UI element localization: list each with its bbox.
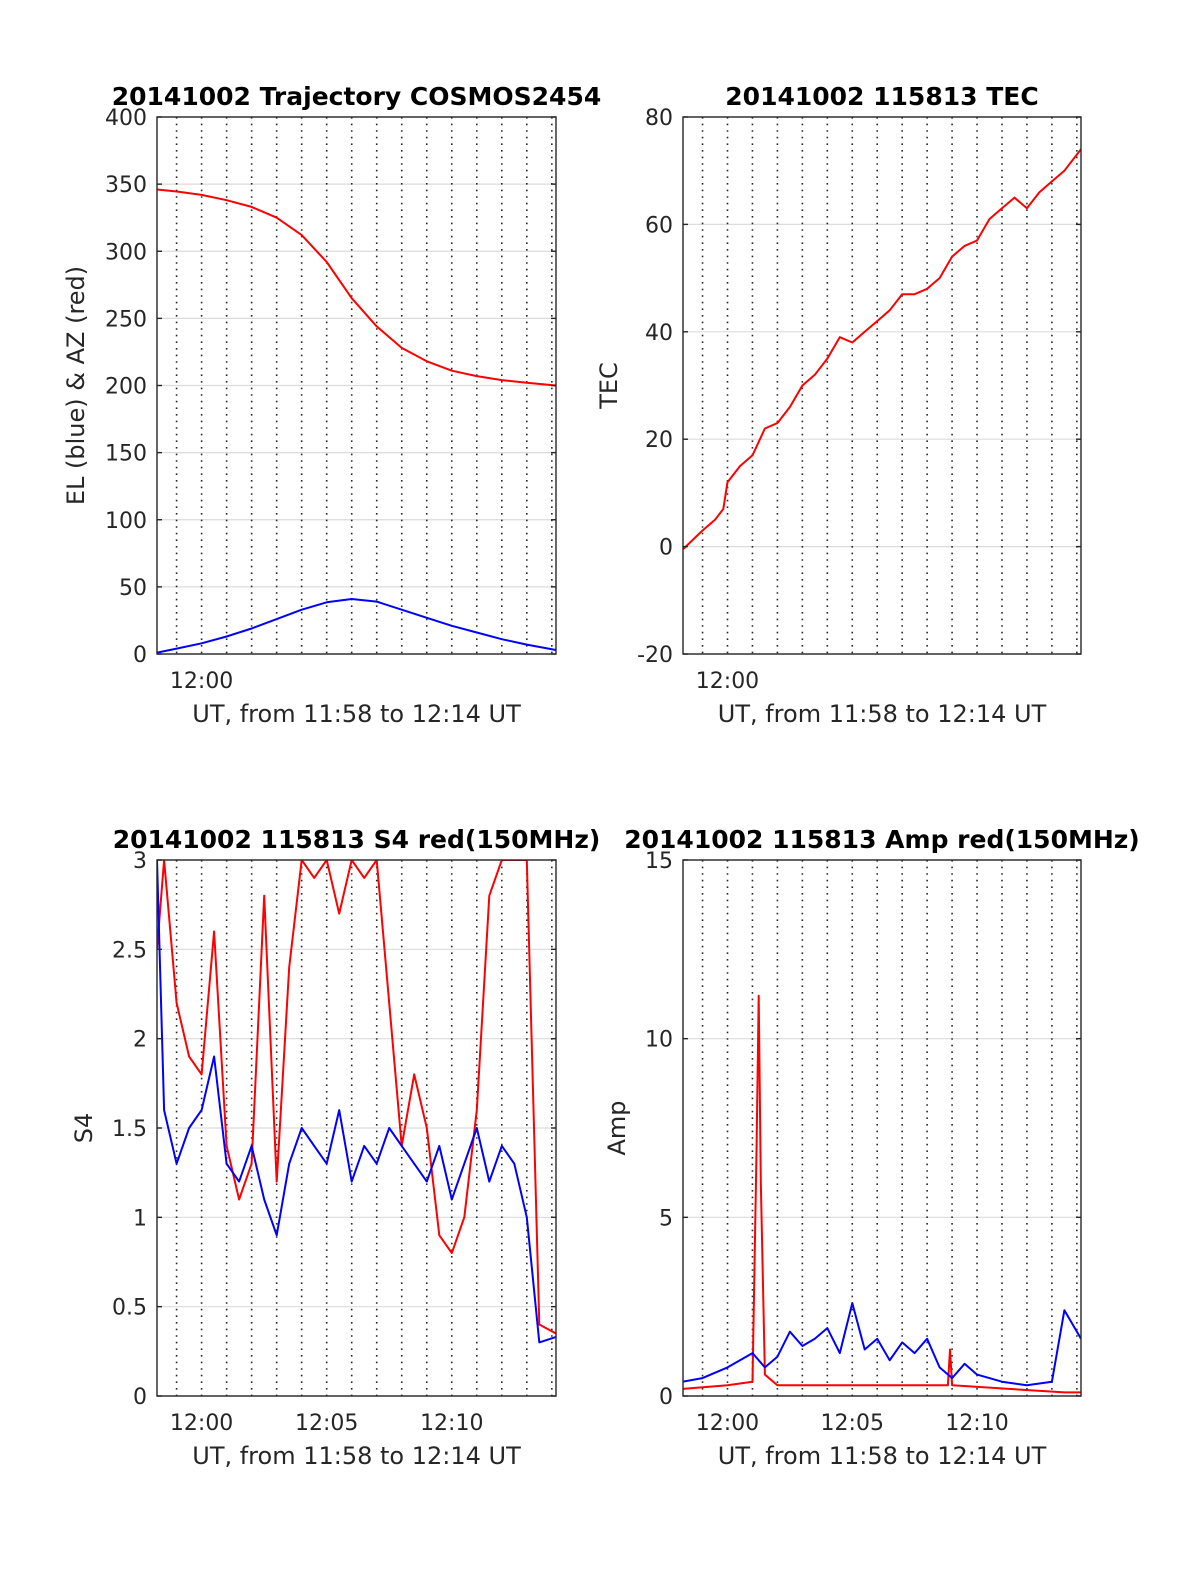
y-tick-label: 100 xyxy=(105,509,147,534)
y-tick-label: 400 xyxy=(105,106,147,131)
chart-title: 20141002 Trajectory COSMOS2454 xyxy=(112,82,602,111)
series-line-2 xyxy=(157,598,556,654)
y-tick-label: 0 xyxy=(133,1385,147,1410)
series-line-1 xyxy=(157,860,556,1335)
y-tick-label: 10 xyxy=(645,1028,673,1053)
y-tick-label: 350 xyxy=(105,173,147,198)
x-tick-label: 12:10 xyxy=(420,1411,483,1436)
y-tick-label: 250 xyxy=(105,307,147,332)
y-tick-label: 50 xyxy=(119,576,147,601)
y-tick-label: 150 xyxy=(105,442,147,467)
x-axis-label: UT, from 11:58 to 12:14 UT xyxy=(192,1442,521,1470)
chart-4: 0 5 10 15 12:00 12:05 12:10 20141002 115813 Amp… xyxy=(603,825,1140,1470)
x-tick-label: 12:00 xyxy=(170,669,233,694)
y-tick-label: 2.5 xyxy=(112,938,147,963)
series-line-2 xyxy=(157,860,556,1344)
chart-title: 20141002 115813 TEC xyxy=(725,82,1038,111)
x-tick-label: 12:00 xyxy=(170,1411,233,1436)
series-line-1 xyxy=(683,994,1081,1394)
y-tick-label: 20 xyxy=(645,428,673,453)
chart-title: 20141002 115813 Amp red(150MHz) xyxy=(624,825,1140,854)
series-line-1 xyxy=(157,188,556,387)
x-axis-label: UT, from 11:58 to 12:14 UT xyxy=(192,700,521,728)
y-tick-label: -20 xyxy=(637,643,673,668)
x-axis-label: UT, from 11:58 to 12:14 UT xyxy=(718,700,1047,728)
y-tick-label: 200 xyxy=(105,375,147,400)
series-line-2 xyxy=(683,1302,1081,1387)
chart-2: -20 0 20 40 60 80 12:00 20141002 115813 TEC UT, … xyxy=(595,82,1082,728)
y-axis-label: S4 xyxy=(70,1113,98,1144)
x-tick-label: 12:00 xyxy=(696,1411,759,1436)
y-axis-label: EL (blue) & AZ (red) xyxy=(62,266,90,505)
x-axis-label: UT, from 11:58 to 12:14 UT xyxy=(718,1442,1047,1470)
y-tick-label: 0 xyxy=(659,1385,673,1410)
x-tick-label: 12:00 xyxy=(696,669,759,694)
y-axis-label: Amp xyxy=(603,1100,631,1155)
y-tick-label: 1.5 xyxy=(112,1117,147,1142)
axes-box xyxy=(682,859,1082,1397)
x-tick-label: 12:10 xyxy=(945,1411,1008,1436)
y-tick-label: 2 xyxy=(133,1028,147,1053)
y-axis-label: TEC xyxy=(595,362,623,410)
y-tick-label: 0 xyxy=(659,536,673,561)
y-tick-label: 0 xyxy=(133,643,147,668)
chart-1: 0 50 100 150 200 250 300 350 400 12:00 20141002 Tr… xyxy=(62,82,601,728)
y-tick-label: 0.5 xyxy=(112,1296,147,1321)
y-tick-label: 60 xyxy=(645,213,673,238)
y-tick-label: 40 xyxy=(645,321,673,346)
axes-box xyxy=(682,116,1082,655)
chart-title: 20141002 115813 S4 red(150MHz) xyxy=(113,825,601,854)
y-tick-label: 80 xyxy=(645,106,673,131)
x-tick-label: 12:05 xyxy=(295,1411,358,1436)
y-tick-label: 1 xyxy=(133,1206,147,1231)
y-tick-label: 300 xyxy=(105,240,147,265)
y-tick-label: 5 xyxy=(659,1206,673,1231)
chart-3: 0 0.5 1 1.5 2 2.5 3 12:00 12:05 12:10 20141002 115… xyxy=(70,825,600,1470)
y-tick-label: 3 xyxy=(133,849,147,874)
y-tick-label: 15 xyxy=(645,849,673,874)
x-tick-label: 12:05 xyxy=(821,1411,884,1436)
series-line-1 xyxy=(683,148,1081,551)
